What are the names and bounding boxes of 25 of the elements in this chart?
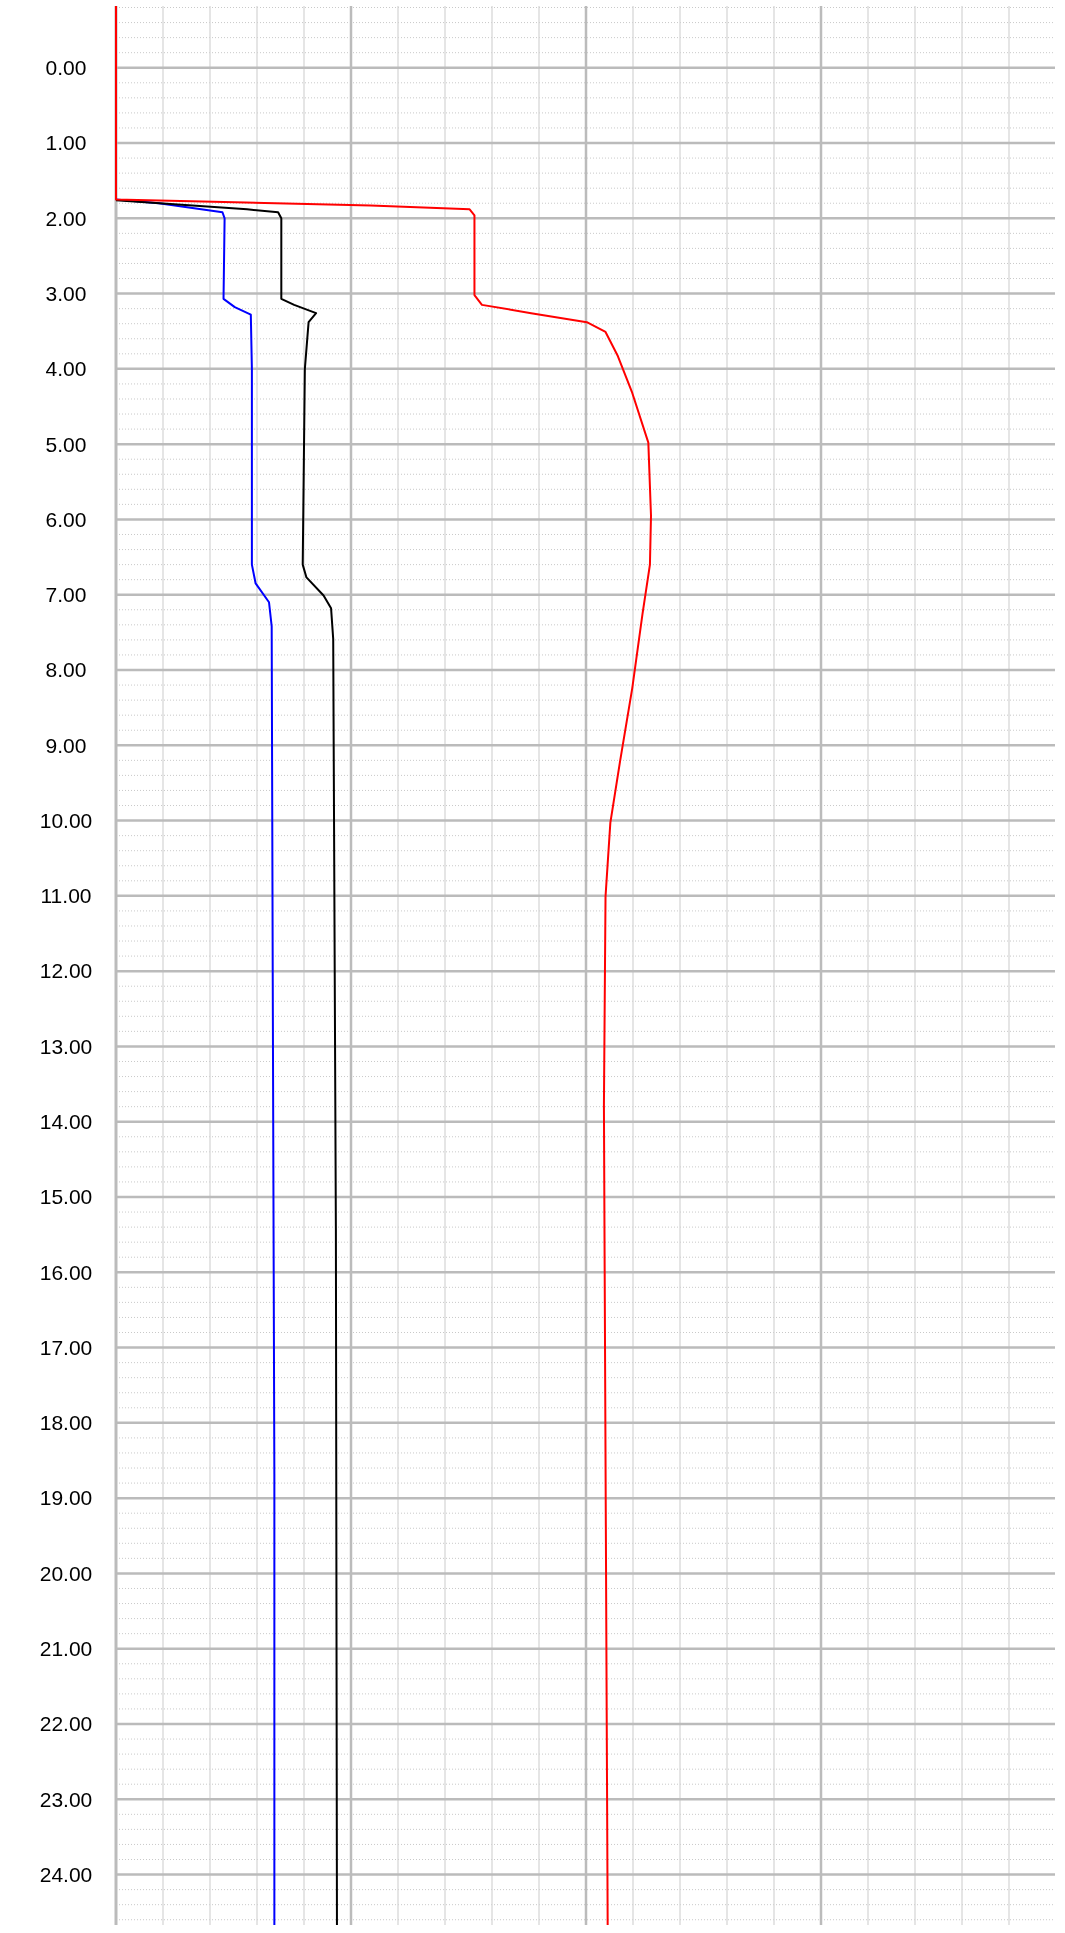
y-tick-label: 12.00 — [39, 959, 93, 983]
y-tick-label: 23.00 — [39, 1787, 93, 1811]
y-tick-label: 10.00 — [39, 808, 93, 832]
y-tick-label: 19.00 — [39, 1486, 93, 1510]
y-tick-label: 9.00 — [45, 733, 87, 757]
y-tick-label: 7.00 — [45, 583, 87, 607]
y-tick-label: 22.00 — [39, 1712, 93, 1736]
y-tick-label: 11.00 — [40, 884, 92, 908]
y-tick-label: 1.00 — [45, 131, 87, 155]
y-tick-label: 3.00 — [45, 281, 87, 305]
y-tick-label: 18.00 — [39, 1411, 93, 1435]
y-tick-label: 0.00 — [45, 56, 87, 80]
y-tick-label: 24.00 — [39, 1862, 93, 1886]
y-tick-label: 20.00 — [39, 1561, 93, 1585]
y-tick-label: 6.00 — [45, 507, 87, 531]
y-tick-label: 13.00 — [39, 1034, 93, 1058]
y-tick-label: 17.00 — [39, 1335, 93, 1359]
y-tick-label: 15.00 — [39, 1185, 93, 1209]
y-tick-label: 8.00 — [45, 658, 87, 682]
y-tick-label: 14.00 — [39, 1110, 93, 1134]
y-tick-label: 2.00 — [45, 206, 87, 230]
y-tick-label: 16.00 — [39, 1260, 93, 1284]
y-tick-label: 5.00 — [45, 432, 87, 456]
y-tick-label: 4.00 — [45, 357, 87, 381]
y-tick-label: 21.00 — [39, 1637, 93, 1661]
